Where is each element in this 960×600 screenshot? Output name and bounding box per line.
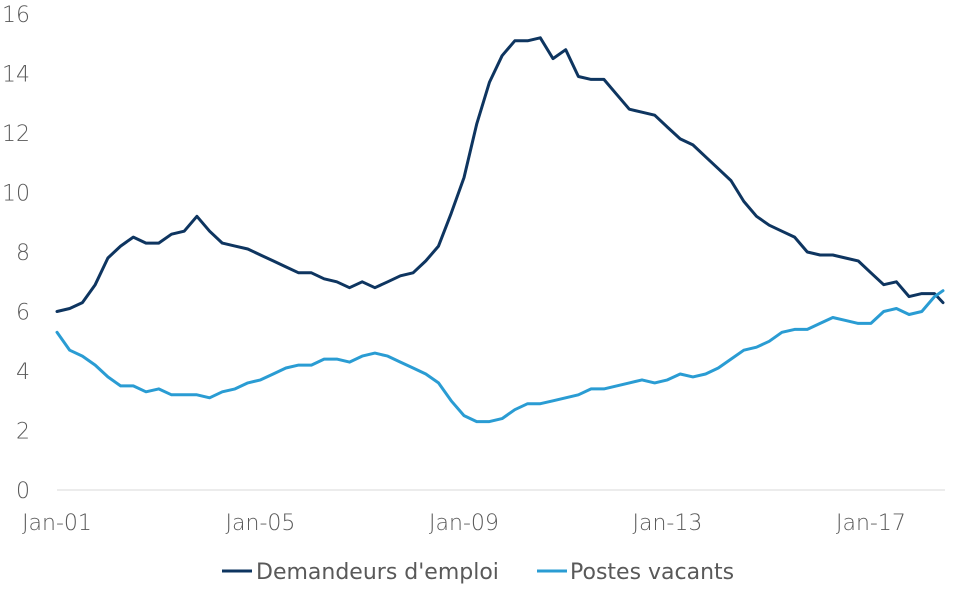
y-axis-tick-labels: 0 2 4 6 8 10 12 14 16 bbox=[2, 3, 30, 504]
x-tick-label: Jan-13 bbox=[633, 511, 703, 536]
x-tick-label: Jan-01 bbox=[22, 511, 92, 536]
series-lines bbox=[55, 36, 945, 424]
y-tick-label: 8 bbox=[16, 241, 30, 266]
y-tick-label: 14 bbox=[2, 63, 30, 88]
legend-label: Demandeurs d'emploi bbox=[256, 560, 499, 585]
legend: Demandeurs d'emploi Postes vacants bbox=[222, 560, 734, 585]
y-tick-label: 2 bbox=[16, 420, 30, 445]
y-tick-label: 6 bbox=[16, 301, 30, 326]
x-axis-tick-labels: Jan-01 Jan-05 Jan-09 Jan-13 Jan-17 bbox=[22, 511, 906, 536]
y-tick-label: 4 bbox=[16, 360, 30, 385]
series-line-postes-vacants bbox=[55, 289, 945, 424]
y-tick-label: 16 bbox=[2, 3, 30, 28]
y-tick-label: 10 bbox=[2, 182, 30, 207]
legend-label: Postes vacants bbox=[570, 560, 734, 585]
x-tick-label: Jan-09 bbox=[429, 511, 499, 536]
y-tick-label: 12 bbox=[2, 122, 30, 147]
series-line-demandeurs-emploi bbox=[55, 36, 945, 313]
x-tick-label: Jan-17 bbox=[836, 511, 906, 536]
y-tick-label: 0 bbox=[16, 479, 30, 504]
x-tick-label: Jan-05 bbox=[226, 511, 296, 536]
